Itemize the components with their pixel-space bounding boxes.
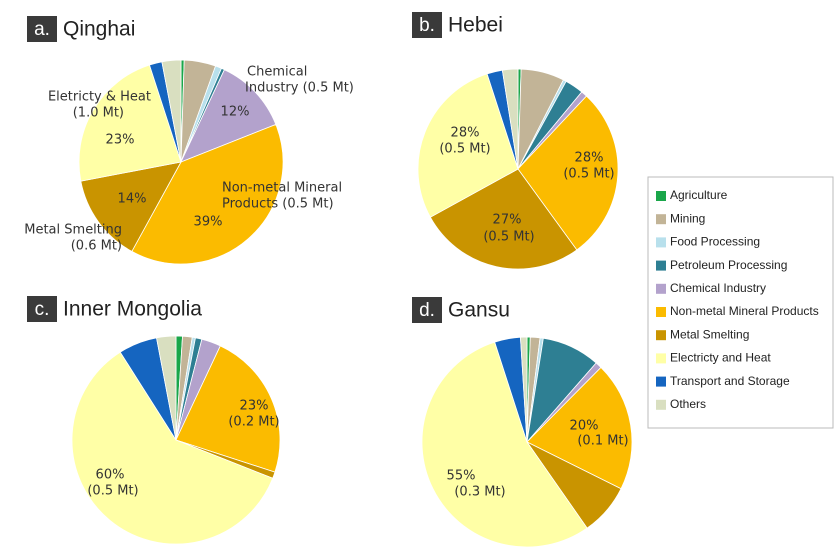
- slice-note: Products (0.5 Mt): [222, 197, 334, 212]
- legend-swatch: [656, 399, 666, 410]
- panel-box: [412, 297, 442, 323]
- panel-box: [27, 16, 57, 42]
- chart-title: Hebei: [448, 14, 503, 37]
- slice-note: Metal Smelting: [24, 223, 122, 238]
- slice-note: (0.6 Mt): [71, 239, 122, 254]
- panel-box: [27, 296, 57, 322]
- chart-title: Gansu: [448, 299, 510, 322]
- pie-slice: [417, 73, 519, 218]
- legend-swatch: [656, 260, 666, 271]
- legend-label: Transport and Storage: [670, 374, 790, 388]
- chart-title: Qinghai: [63, 18, 135, 41]
- value-label: 23%: [240, 399, 269, 414]
- legend-label: Chemical Industry: [670, 281, 766, 295]
- legend-label: Food Processing: [670, 235, 760, 249]
- panel-letter: a.: [34, 19, 50, 40]
- pie-slice: [175, 345, 281, 473]
- legend-swatch: [656, 330, 666, 341]
- value-label: 55%: [447, 469, 476, 484]
- panel-letter: b.: [419, 15, 435, 36]
- slice-note: Chemical: [247, 65, 307, 80]
- pie-slice: [421, 341, 588, 547]
- pie-slice: [526, 366, 633, 490]
- slice-note: Industry (0.5 Mt): [245, 81, 354, 96]
- value-label: 39%: [194, 215, 223, 230]
- panel-letter: c.: [35, 299, 50, 320]
- slice-note: (0.5 Mt): [439, 142, 490, 157]
- value-label: 20%: [570, 419, 599, 434]
- pie-slice: [156, 335, 177, 441]
- value-label: 28%: [451, 126, 480, 141]
- pie-slice: [501, 68, 519, 170]
- pie-slice: [131, 123, 284, 265]
- pie-panel: c. Inner Mongolia 23% 60% (0.2 Mt) (0.5 Mt): [27, 296, 281, 545]
- legend-swatch: [656, 214, 666, 225]
- legend-box: [647, 176, 834, 429]
- slice-note: (0.2 Mt): [228, 415, 279, 430]
- pie-panel: d. Gansu 20% 55% (0.1 Mt) (0.3 Mt): [412, 297, 633, 547]
- legend-swatch: [656, 283, 666, 294]
- value-label: 12%: [221, 105, 250, 120]
- legend-swatch: [656, 191, 666, 201]
- pie-slice: [161, 59, 182, 163]
- legend: Agriculture Mining Food Processing Petroleu…: [647, 176, 834, 429]
- legend-swatch: [656, 237, 666, 248]
- legend-label: Metal Smelting: [670, 327, 749, 341]
- slice-note: (0.5 Mt): [87, 484, 138, 499]
- pie-slice: [71, 351, 274, 545]
- panel-box: [412, 12, 442, 38]
- pie-slice: [429, 168, 578, 270]
- slice-note: (0.5 Mt): [563, 167, 614, 182]
- pie-slice: [80, 161, 182, 252]
- legend-swatch: [656, 376, 666, 387]
- value-label: 27%: [493, 213, 522, 228]
- legend-label: Petroleum Processing: [670, 258, 787, 272]
- legend-label: Others: [670, 397, 706, 411]
- slice-note: (0.1 Mt): [577, 434, 628, 449]
- pie-slice: [78, 64, 182, 182]
- slice-note: (1.0 Mt): [73, 106, 124, 121]
- value-label: 14%: [118, 192, 147, 207]
- pie-slice: [517, 95, 619, 251]
- legend-label: Agriculture: [670, 188, 728, 202]
- value-label: 23%: [106, 133, 135, 148]
- legend-swatch: [656, 307, 666, 317]
- pie-slice: [520, 336, 528, 443]
- slice-note: (0.5 Mt): [483, 230, 534, 245]
- slice-note: Eletricty & Heat: [48, 90, 151, 105]
- legend-label: Non-metal Mineral Products: [670, 304, 819, 318]
- chart-title: Inner Mongolia: [63, 298, 202, 321]
- value-label: 60%: [96, 468, 125, 483]
- panel-letter: d.: [419, 300, 435, 321]
- legend-label: Electricty and Heat: [670, 351, 771, 365]
- pie-slice: [180, 69, 277, 163]
- legend-swatch: [656, 353, 666, 364]
- slice-note: (0.3 Mt): [454, 485, 505, 500]
- legend-label: Mining: [670, 211, 705, 225]
- slice-note: Non-metal Mineral: [222, 181, 342, 196]
- value-label: 28%: [575, 151, 604, 166]
